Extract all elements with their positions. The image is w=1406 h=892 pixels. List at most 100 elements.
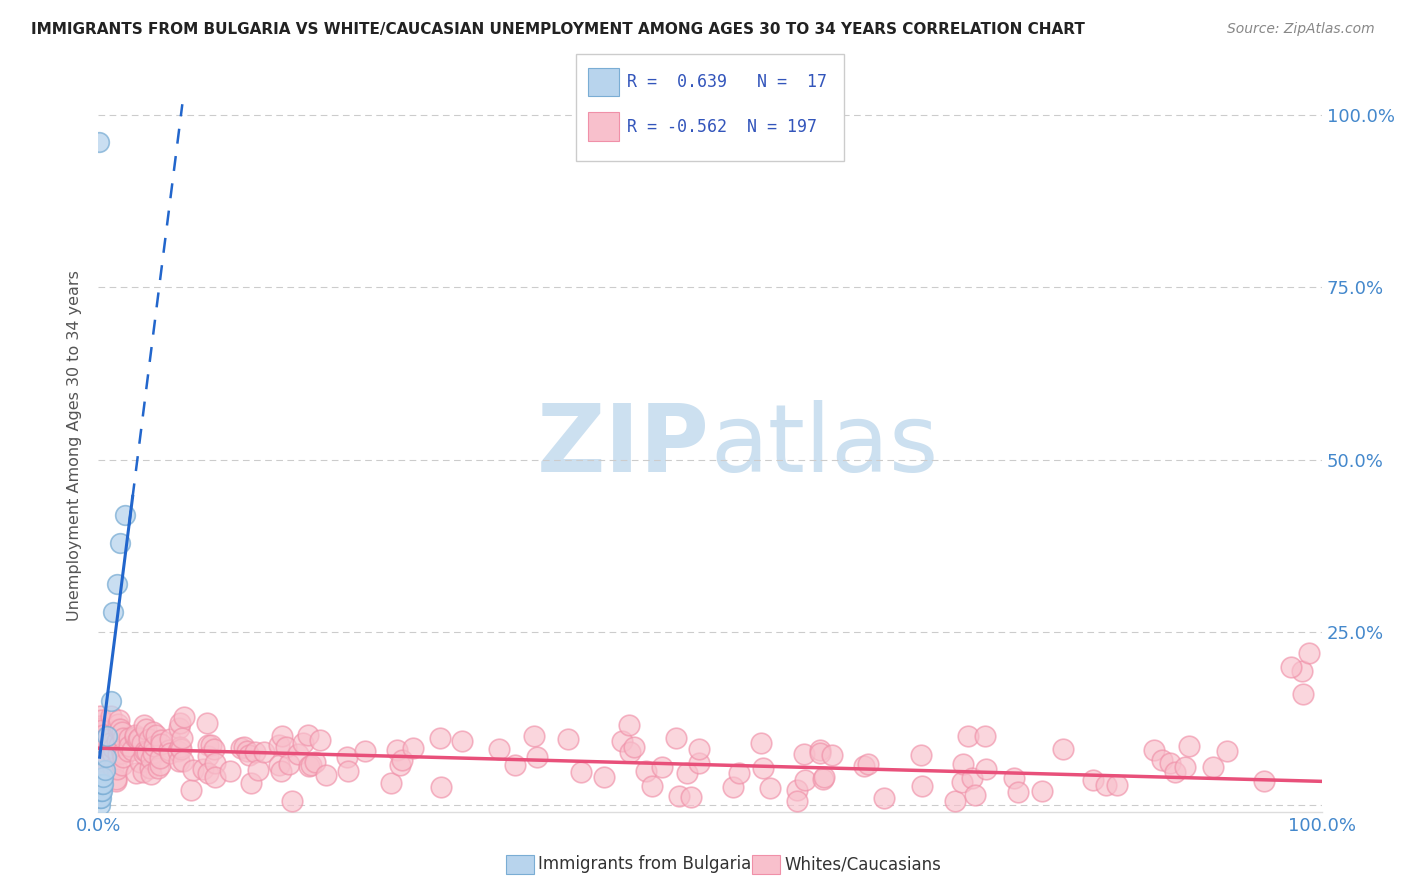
Point xyxy=(308,732,330,747)
Point xyxy=(159,746,181,760)
Point xyxy=(974,729,997,743)
Point xyxy=(89,736,111,750)
Point xyxy=(138,732,160,747)
Point xyxy=(89,737,111,751)
Point xyxy=(107,762,129,776)
Text: Source: ZipAtlas.com: Source: ZipAtlas.com xyxy=(1227,22,1375,37)
Point xyxy=(387,743,409,757)
Point xyxy=(636,764,658,779)
Point xyxy=(149,758,172,772)
Point xyxy=(103,761,125,775)
Point xyxy=(236,744,259,758)
Point xyxy=(315,767,337,781)
Point xyxy=(134,747,156,761)
Point xyxy=(107,747,129,761)
Point xyxy=(450,733,472,747)
Point xyxy=(127,732,149,747)
Point xyxy=(794,773,817,788)
Point xyxy=(429,731,451,745)
Point xyxy=(89,754,111,768)
Point xyxy=(1081,772,1104,787)
Point xyxy=(167,721,190,735)
Point xyxy=(786,794,808,808)
Point xyxy=(91,747,114,762)
Point xyxy=(111,746,134,760)
Point xyxy=(167,754,190,768)
Point xyxy=(173,710,195,724)
Point xyxy=(336,764,359,778)
Point xyxy=(91,754,114,768)
Point xyxy=(218,764,240,778)
Point xyxy=(813,770,835,784)
Point xyxy=(229,741,252,756)
Point xyxy=(90,721,112,735)
Point xyxy=(200,738,222,752)
Point xyxy=(104,772,127,787)
Point xyxy=(430,780,453,794)
Point xyxy=(180,782,202,797)
Point xyxy=(170,741,193,756)
Point xyxy=(336,750,359,764)
Point xyxy=(135,722,157,736)
Point xyxy=(676,765,699,780)
Point xyxy=(287,747,309,762)
Point xyxy=(136,745,159,759)
Point xyxy=(1105,778,1128,792)
Point xyxy=(1152,753,1174,767)
Point xyxy=(299,758,322,772)
Point xyxy=(749,736,772,750)
Text: IMMIGRANTS FROM BULGARIA VS WHITE/CAUCASIAN UNEMPLOYMENT AMONG AGES 30 TO 34 YEA: IMMIGRANTS FROM BULGARIA VS WHITE/CAUCAS… xyxy=(31,22,1085,37)
Point xyxy=(856,757,879,772)
Point xyxy=(593,770,616,784)
Point xyxy=(148,760,170,774)
Point xyxy=(91,777,114,791)
Point xyxy=(304,755,326,769)
Point xyxy=(145,727,167,741)
Point xyxy=(612,734,634,748)
Text: R =  0.639   N =  17: R = 0.639 N = 17 xyxy=(627,73,827,91)
Point xyxy=(118,739,141,753)
Point xyxy=(943,794,966,808)
Point xyxy=(104,774,127,789)
Point xyxy=(688,742,710,756)
Point xyxy=(243,745,266,759)
Point xyxy=(808,742,831,756)
Point xyxy=(131,736,153,750)
Point xyxy=(139,761,162,775)
Point xyxy=(89,750,111,764)
Point xyxy=(232,739,254,754)
Point xyxy=(786,782,808,797)
Point xyxy=(297,727,319,741)
Point xyxy=(853,759,876,773)
Point xyxy=(526,750,548,764)
Point xyxy=(952,757,974,772)
Point xyxy=(679,790,702,805)
Point xyxy=(91,728,114,742)
Y-axis label: Unemployment Among Ages 30 to 34 years: Unemployment Among Ages 30 to 34 years xyxy=(67,270,83,622)
Point xyxy=(1253,773,1275,788)
Point xyxy=(668,789,690,803)
Point xyxy=(89,754,111,768)
Point xyxy=(810,746,832,760)
Point xyxy=(90,713,112,727)
Point xyxy=(100,694,122,708)
Point xyxy=(623,740,645,755)
Point xyxy=(149,751,172,765)
Point xyxy=(89,136,111,150)
Point xyxy=(354,744,377,758)
Point xyxy=(89,743,111,757)
Point xyxy=(391,753,413,767)
Point xyxy=(124,730,146,744)
Point xyxy=(197,738,219,752)
Point xyxy=(90,741,112,756)
Text: R = -0.562  N = 197: R = -0.562 N = 197 xyxy=(627,118,817,136)
Point xyxy=(94,731,117,746)
Point xyxy=(281,794,304,808)
Point xyxy=(91,723,114,737)
Point xyxy=(651,760,673,774)
Point xyxy=(557,731,579,746)
Point xyxy=(98,736,121,750)
Point xyxy=(89,725,111,739)
Point xyxy=(1292,687,1315,701)
Point xyxy=(402,740,425,755)
